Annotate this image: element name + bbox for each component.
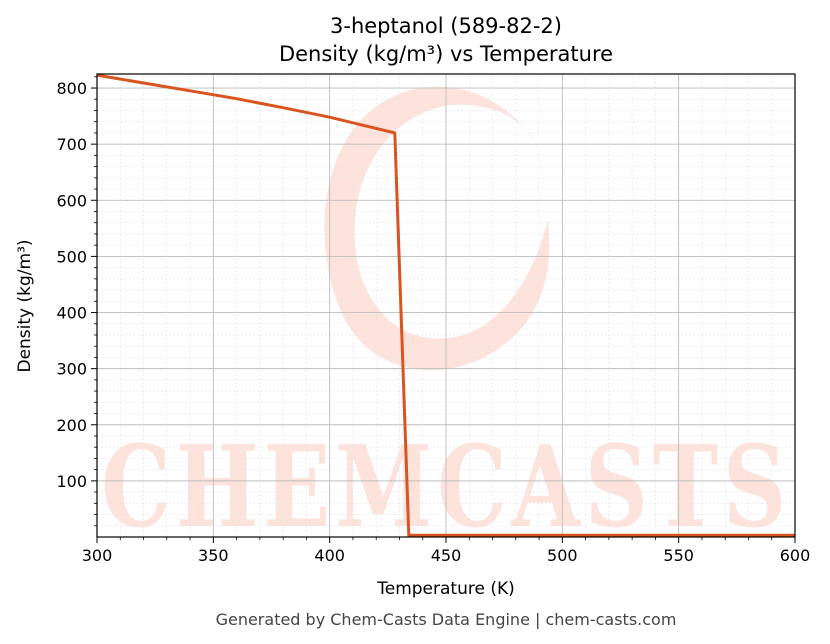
chart-title-line1: 3-heptanol (589-82-2) [330, 14, 562, 38]
y-tick-label: 200 [56, 416, 87, 435]
x-tick-label: 550 [663, 546, 694, 565]
x-tick-label: 400 [314, 546, 345, 565]
x-tick-label: 450 [431, 546, 462, 565]
x-tick-label: 600 [780, 546, 811, 565]
y-tick-label: 600 [56, 191, 87, 210]
x-tick-label: 350 [198, 546, 229, 565]
chart-title-line2: Density (kg/m³) vs Temperature [279, 42, 613, 66]
series-layer [96, 73, 795, 537]
density-line [96, 73, 795, 537]
x-tick-label: 500 [547, 546, 578, 565]
grid [96, 74, 796, 537]
y-axis-label: Density (kg/m³) [15, 239, 35, 372]
footer-text: Generated by Chem-Casts Data Engine | ch… [216, 610, 677, 629]
y-tick-label: 300 [56, 360, 87, 379]
watermark: CHEMCASTS [101, 86, 791, 553]
y-tick-label: 100 [56, 472, 87, 491]
y-tick-label: 500 [56, 247, 87, 266]
watermark-text: CHEMCASTS [101, 422, 791, 553]
y-tick-label: 400 [56, 304, 87, 323]
x-axis-label: Temperature (K) [376, 579, 515, 599]
plot-frame [96, 73, 796, 538]
x-tick-label: 300 [82, 546, 113, 565]
y-tick-label: 800 [56, 79, 87, 98]
tick-labels: 300 350 400 450 500 550 600 100 200 300 400 500 600 7… [56, 79, 810, 565]
y-tick-label: 700 [56, 135, 87, 154]
